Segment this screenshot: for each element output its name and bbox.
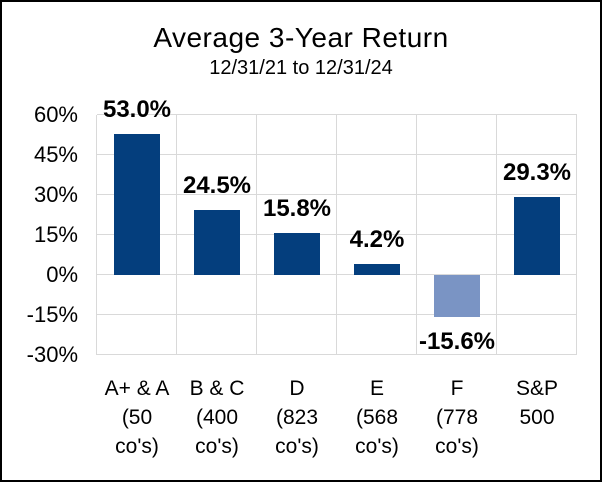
bar-s-p [514, 196, 560, 275]
y-axis-tick-label: 15% [33, 222, 78, 247]
bar-a-a [114, 133, 160, 275]
bar-d [274, 232, 320, 275]
x-axis-label-line: 500 [519, 406, 555, 429]
x-axis-label-line: (778 [435, 406, 479, 429]
bar-b-c [194, 209, 240, 275]
x-axis-label-line: co's) [195, 435, 239, 458]
value-label-e: 4.2% [349, 225, 405, 253]
gridline-vertical [416, 115, 418, 355]
value-label-s-p: 29.3% [502, 158, 572, 186]
x-axis-label-line: (823 [275, 406, 319, 429]
y-axis-tick-label: 0% [46, 262, 78, 287]
gridline-horizontal [97, 114, 577, 116]
x-axis-label-line: D [289, 377, 305, 400]
gridline-vertical [336, 115, 338, 355]
gridline-vertical [96, 115, 98, 355]
value-label-b-c: 24.5% [182, 171, 252, 199]
chart-title: Average 3-Year Return [153, 22, 449, 53]
x-axis-label-line: co's) [435, 435, 479, 458]
x-axis-label-s-p: S&P 500 [489, 374, 585, 432]
gridline-vertical [576, 115, 578, 355]
x-axis-label-b-c: B & C (400 co's) [169, 374, 265, 461]
x-axis-label-line: S&P [515, 377, 559, 400]
x-axis-label-d: D (823 co's) [249, 374, 345, 461]
x-axis-label-line: A+ & A [104, 377, 170, 400]
x-axis-label-line: E [369, 377, 384, 400]
x-axis-label-line: (400 [195, 406, 239, 429]
value-label-d: 15.8% [262, 194, 332, 222]
x-axis-label-line: co's) [275, 435, 319, 458]
y-axis-tick-label: -30% [26, 342, 78, 367]
x-axis-label-line: (568 [355, 406, 399, 429]
y-axis-tick-label: -15% [26, 302, 78, 327]
value-label-f: -15.6% [418, 327, 496, 355]
x-axis-label-line: co's) [355, 435, 399, 458]
gridline-vertical [176, 115, 178, 355]
x-axis-label-e: E (568 co's) [329, 374, 425, 461]
value-label-a-a: 53.0% [102, 95, 172, 123]
x-axis-label-line: co's) [115, 435, 159, 458]
bar-f [434, 275, 480, 317]
x-axis-label-line: F [450, 377, 464, 400]
x-axis-label-a-a: A+ & A (50 co's) [89, 374, 185, 461]
x-axis-label-line: (50 [121, 406, 153, 429]
bar-e [354, 263, 400, 275]
gridline-vertical [256, 115, 258, 355]
gridline-vertical [496, 115, 498, 355]
x-axis-label-line: B & C [189, 377, 245, 400]
y-axis-tick-label: 45% [33, 142, 78, 167]
y-axis-tick-label: 60% [33, 102, 78, 127]
chart-subtitle: 12/31/21 to 12/31/24 [209, 57, 393, 79]
x-axis-label-f: F (778 co's) [409, 374, 505, 461]
y-axis-tick-label: 30% [33, 182, 78, 207]
